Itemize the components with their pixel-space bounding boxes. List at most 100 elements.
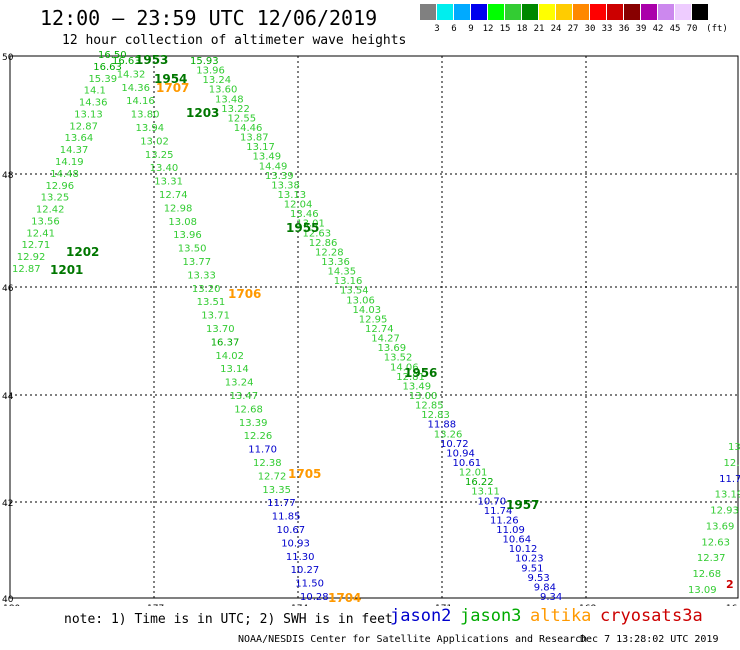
lat-tick-label: 50 <box>2 53 14 63</box>
wave-height-value: 9.53 <box>528 573 550 584</box>
wave-height-value: 13.02 <box>140 136 169 147</box>
legend-swatch <box>488 4 505 20</box>
wave-height-value: 14.49 <box>259 161 288 172</box>
legend-swatch-label: 12 <box>482 24 494 34</box>
wave-height-value: 13.96 <box>173 230 202 241</box>
legend-swatch-label: 21 <box>533 24 545 34</box>
lat-tick-label: 40 <box>2 595 14 605</box>
wave-height-value: 16.63 <box>93 62 122 73</box>
legend-swatch <box>420 4 437 20</box>
lon-tick-label: -168 <box>576 604 597 606</box>
wave-height-value: 14.16 <box>126 96 155 107</box>
legend-swatch <box>675 4 692 20</box>
wave-height-value: 10.12 <box>509 544 538 555</box>
wave-height-value: 13.24 <box>203 75 232 86</box>
wave-height-value: 13.47 <box>230 391 259 402</box>
lat-tick-label: 46 <box>2 284 14 294</box>
wave-height-value: 13.60 <box>209 85 238 96</box>
wave-height-value: 12.92 <box>17 252 46 263</box>
lon-tick-label: -180 <box>0 604 20 606</box>
wave-height-value: 11.09 <box>496 525 525 536</box>
footnote: note: 1) Time is in UTC; 2) SWH is in fe… <box>64 612 393 627</box>
wave-height-value: 9.34 <box>540 592 562 603</box>
legend-swatch <box>641 4 658 20</box>
wave-height-value: 9.84 <box>534 582 556 593</box>
legend-jason3: jason3 <box>460 606 522 626</box>
pass-time-label: 1956 <box>404 366 437 380</box>
wave-height-value: 13.49 <box>253 152 282 163</box>
wave-height-value: 12.87 <box>12 264 41 275</box>
wave-height-value: 13.00 <box>409 391 438 402</box>
pass-time-label: 1957 <box>506 498 539 512</box>
legend-unit: (ft) <box>706 24 728 34</box>
wave-height-value: 13 <box>728 442 740 453</box>
pass-time-label: 1707 <box>156 81 189 95</box>
legend-swatch-label: 27 <box>567 24 579 34</box>
wave-height-value: 13.25 <box>41 193 70 204</box>
pass-time-label: 1202 <box>66 245 99 259</box>
legend-swatch-label: 24 <box>550 24 562 34</box>
wave-height-map: 50 48 46 44 42 40-180 -177 -174 -171 -168 -16 12.87… <box>0 50 740 606</box>
wave-height-value: 13.09 <box>688 585 717 596</box>
pass-time-label: 1704 <box>328 591 361 605</box>
wave-height-value: 12.37 <box>697 553 726 564</box>
lon-tick-label: -16 <box>723 604 738 606</box>
legend-swatch-label: 42 <box>652 24 664 34</box>
legend-swatch-label: 9 <box>468 24 474 34</box>
wave-height-value: 13.49 <box>403 381 432 392</box>
legend-swatch <box>471 4 488 20</box>
wave-height-value: 13.33 <box>187 270 216 281</box>
wave-height-value: 13.46 <box>290 209 319 220</box>
wave-height-value: 13.20 <box>192 284 221 295</box>
wave-height-value: 13.71 <box>201 311 230 322</box>
legend-swatch-label: 3 <box>434 24 440 34</box>
legend-swatch <box>454 4 471 20</box>
wave-height-value: 10.67 <box>277 525 306 536</box>
wave-height-value: 13.14 <box>220 364 249 375</box>
wave-height-value: 11.30 <box>286 552 315 563</box>
wave-height-value: 14.35 <box>328 267 357 278</box>
wave-height-value: 12.63 <box>303 228 332 239</box>
legend-swatch-label: 36 <box>618 24 630 34</box>
wave-height-value: 12.01 <box>459 468 488 479</box>
wave-height-value: 11.77 <box>267 498 296 509</box>
wave-height-value: 14.06 <box>390 362 419 373</box>
wave-height-value: 11.88 <box>428 420 457 431</box>
wave-height-value: 13.87 <box>240 133 269 144</box>
pass-time-label: 1955 <box>286 221 319 235</box>
wave-height-value: 12.74 <box>365 324 394 335</box>
wave-height-value: 12.63 <box>701 537 730 548</box>
wave-height-value: 13.13 <box>278 190 307 201</box>
wave-height-value: 14.02 <box>215 351 244 362</box>
legend-swatch <box>607 4 624 20</box>
legend-swatch-label: 6 <box>451 24 457 34</box>
page-title: 12:00 – 23:59 UTC 12/06/2019 <box>40 6 378 30</box>
wave-height-value: 16.50 <box>98 50 127 61</box>
wave-height-value: 12.55 <box>228 113 257 124</box>
wave-height-value: 10.72 <box>440 439 469 450</box>
legend-swatch <box>692 4 709 20</box>
pass-time-label: 1705 <box>288 467 321 481</box>
legend-swatch <box>624 4 641 20</box>
legend-cryosat: cryosat <box>600 606 672 626</box>
wave-height-value: 13.77 <box>183 257 212 268</box>
legend-swatch-label: 70 <box>686 24 698 34</box>
wave-height-value: 12.85 <box>415 401 444 412</box>
lon-tick-label: -174 <box>288 604 309 606</box>
wave-height-value: 13.24 <box>225 378 254 389</box>
wave-height-value: 13.80 <box>131 110 160 121</box>
wave-height-value: 12.68 <box>692 569 721 580</box>
wave-height-value: 13.16 <box>334 276 363 287</box>
wave-height-value: 12.38 <box>253 458 282 469</box>
wave-height-value: 14.32 <box>117 69 146 80</box>
wave-height-value: 12.81 <box>396 372 425 383</box>
lon-tick-label: -177 <box>144 604 164 606</box>
lat-tick-label: 42 <box>2 499 13 509</box>
wave-height-value: 13.08 <box>168 217 197 228</box>
legend-swatch-label: 18 <box>516 24 528 34</box>
wave-height-value: 11.74 <box>484 506 513 517</box>
lon-tick-label: -171 <box>432 604 452 606</box>
legend-swatch <box>573 4 590 20</box>
wave-height-value: 12.98 <box>164 203 193 214</box>
legend-swatch-label: 33 <box>601 24 613 34</box>
